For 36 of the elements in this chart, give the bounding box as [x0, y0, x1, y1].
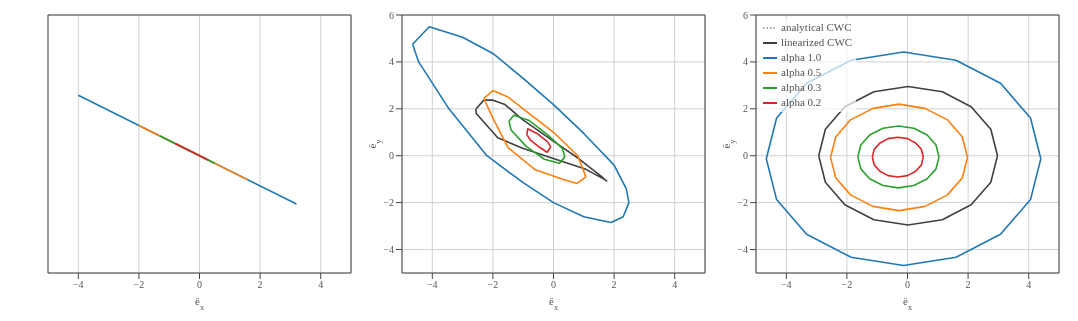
x-axis-title: ë$_{x}$	[902, 295, 913, 312]
y-tick-label: 0	[743, 150, 748, 162]
x-tick-label: 2	[257, 279, 263, 291]
legend-label: alpha 0.5	[781, 65, 822, 80]
legend-label: alpha 1.0	[781, 50, 822, 65]
y-tick-label: 6	[743, 9, 748, 21]
y-tick-label: 4	[743, 56, 748, 68]
legend-label: alpha 0.3	[781, 80, 822, 95]
legend-label: alpha 0.2	[781, 95, 822, 110]
x-tick-label: −4	[426, 279, 438, 291]
x-tick-label: 4	[672, 279, 678, 291]
y-tick-label: 2	[389, 103, 394, 115]
x-tick-label: 0	[905, 279, 910, 291]
x-tick-label: −2	[133, 279, 145, 291]
x-axis-title: ë$_{x}$	[548, 295, 559, 312]
legend-label: linearized CWC	[781, 35, 853, 50]
x-tick-label: −4	[780, 279, 792, 291]
y-tick-label: −4	[737, 244, 748, 256]
y-tick-label: −4	[383, 244, 394, 256]
x-tick-label: −2	[841, 279, 853, 291]
x-tick-label: 0	[551, 279, 556, 291]
x-tick-label: 2	[965, 279, 971, 291]
x-tick-label: −2	[487, 279, 499, 291]
x-tick-label: 2	[611, 279, 617, 291]
y-tick-label: 0	[389, 150, 394, 162]
y-tick-label: 4	[389, 56, 394, 68]
y-tick-label: −2	[383, 197, 394, 209]
x-tick-label: 4	[318, 279, 324, 291]
x-tick-label: −4	[72, 279, 84, 291]
x-tick-label: 0	[197, 279, 202, 291]
x-axis-title: ë$_{x}$	[194, 295, 205, 312]
y-tick-label: −2	[737, 197, 748, 209]
y-tick-label: 2	[743, 103, 748, 115]
legend-label: analytical CWC	[781, 20, 852, 35]
y-tick-label: 6	[389, 9, 394, 21]
x-tick-label: 4	[1026, 279, 1032, 291]
